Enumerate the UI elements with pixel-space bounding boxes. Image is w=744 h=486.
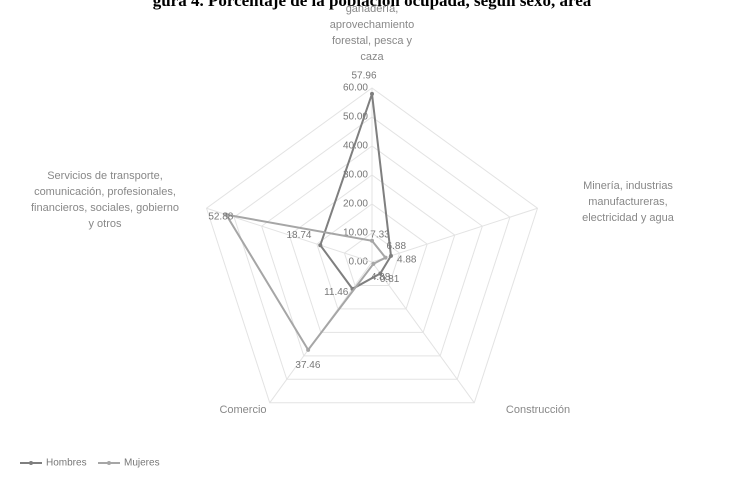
spoke: [206, 207, 373, 263]
series-point: [306, 347, 311, 352]
series-point: [370, 238, 374, 243]
series-line: [319, 93, 393, 291]
category-label-line: manufactureras,: [588, 196, 667, 208]
category-label-line: forestal, pesca y: [332, 35, 413, 47]
grid-ring: [205, 87, 539, 404]
series-point: [370, 91, 374, 96]
grid-ring: [261, 145, 483, 357]
category-label: Servicios de transporte, comunicación, pr…: [31, 170, 179, 230]
data-label: 52.88: [208, 212, 233, 223]
category-label-line: Servicios de transporte,: [47, 170, 163, 182]
legend-marker: [107, 461, 111, 465]
data-label: 6.88: [387, 241, 407, 252]
category-label-line: Minería, industrias: [583, 180, 673, 192]
series-point: [378, 271, 383, 276]
data-label: 57.96: [351, 71, 376, 82]
series-point: [388, 253, 393, 258]
grid-ring: [288, 174, 456, 333]
grid-ring: [316, 203, 428, 310]
category-label-line: comunicación, profesionales,: [34, 186, 176, 198]
series-point: [224, 212, 229, 217]
data-label: 37.46: [295, 360, 320, 371]
data-label: 11.46: [324, 287, 349, 298]
data-label: 18.74: [286, 230, 311, 241]
data-label: 0.81: [380, 274, 400, 285]
series-point: [318, 243, 323, 248]
r-tick-label: 60.00: [343, 83, 368, 94]
category-label: Comercio: [219, 404, 266, 416]
data-label: 7.33: [370, 229, 390, 240]
r-tick-label: 0.00: [349, 257, 369, 268]
category-label-line: y otros: [88, 218, 122, 230]
legend-marker: [29, 461, 33, 465]
series-point: [383, 255, 388, 260]
spoke: [371, 207, 538, 263]
data-label: 4.88: [371, 272, 391, 283]
chart-title: gura 4. Porcentaje de la población ocupa…: [153, 0, 592, 10]
category-label-line: aprovechamiento: [330, 19, 414, 31]
r-tick-label: 50.00: [343, 112, 368, 123]
category-label-line: financieros, sociales, gobierno: [31, 202, 179, 214]
category-label-line: caza: [360, 51, 384, 63]
r-tick-label: 20.00: [343, 199, 368, 210]
category-label-line: Construcción: [506, 404, 570, 416]
category-label: Minería, industrias manufactureras, electr…: [582, 180, 675, 224]
r-tick-label: 10.00: [343, 228, 368, 239]
category-label-line: ganadería,: [346, 3, 399, 15]
category-label-line: electricidad y agua: [582, 212, 675, 224]
r-tick-label: 30.00: [343, 170, 368, 181]
category-label-line: Comercio: [219, 404, 266, 416]
series-point: [371, 261, 376, 266]
category-label: Agricultura,ganadería,aprovechamientofor…: [330, 0, 414, 63]
legend-label: Mujeres: [124, 458, 160, 469]
r-tick-label: 40.00: [343, 141, 368, 152]
grid-ring: [233, 116, 511, 380]
series-line: [224, 213, 387, 352]
legend-label: Hombres: [46, 458, 87, 469]
category-label: Construcción: [506, 404, 570, 416]
grid-ring: [343, 232, 401, 286]
data-label: 4.88: [397, 255, 417, 266]
spoke: [371, 261, 475, 404]
